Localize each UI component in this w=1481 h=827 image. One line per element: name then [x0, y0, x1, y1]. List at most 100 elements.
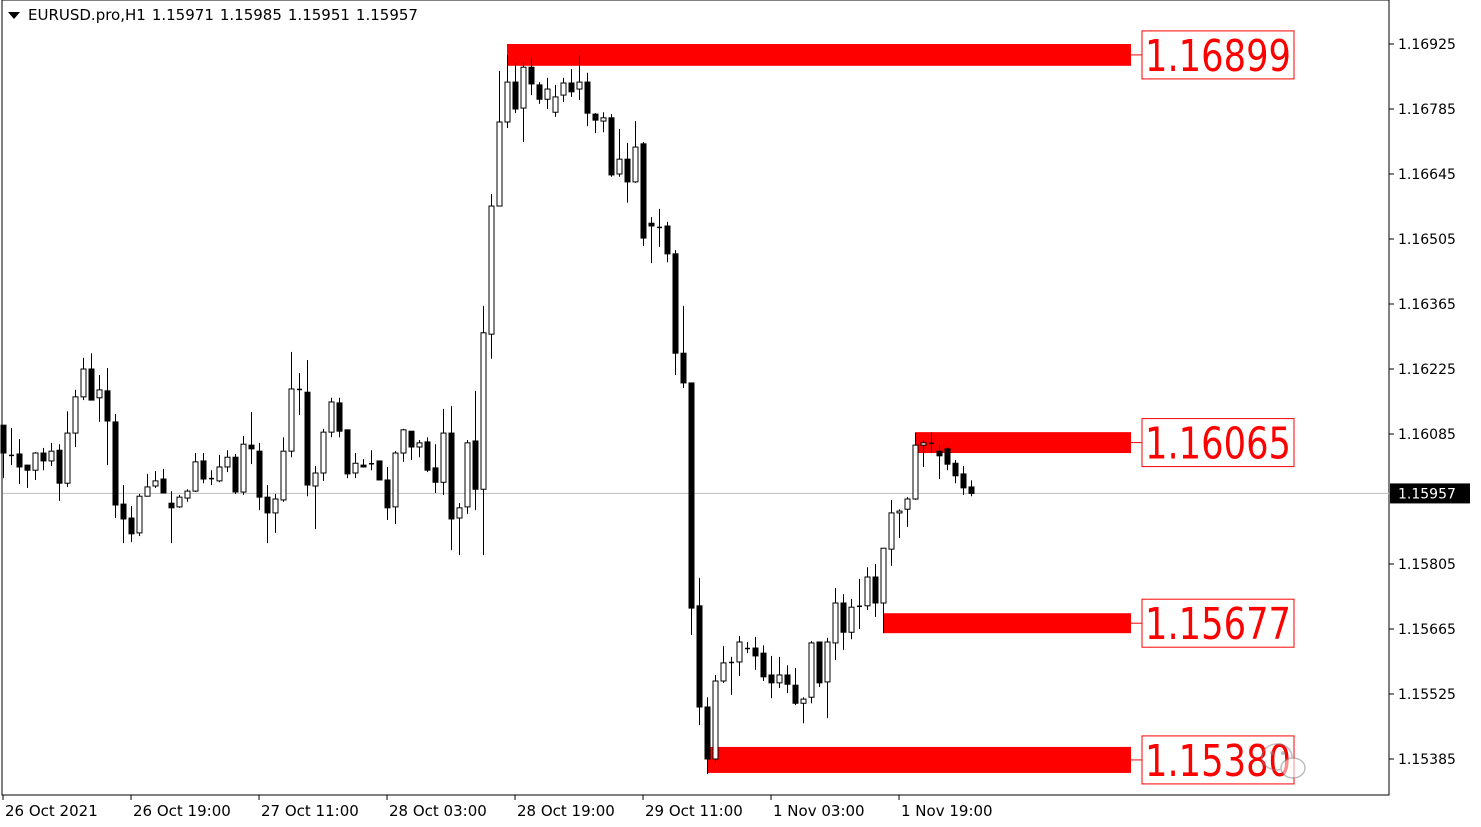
candle — [488, 193, 495, 359]
candle-body — [112, 421, 119, 506]
candle-body — [80, 368, 87, 398]
candle-body — [16, 453, 23, 468]
candle — [432, 444, 439, 493]
zone-label-box — [1141, 30, 1295, 80]
candle — [152, 471, 159, 488]
candle-body — [272, 498, 279, 514]
candle — [408, 430, 415, 460]
zone-rect — [507, 44, 1131, 66]
candle — [657, 208, 662, 247]
candle-body — [336, 402, 343, 432]
candle — [848, 598, 855, 640]
candle-body — [440, 432, 447, 483]
candle-body — [32, 452, 39, 471]
candle — [464, 440, 471, 514]
candle — [392, 451, 399, 525]
candle — [720, 646, 727, 683]
candle-body — [352, 462, 359, 474]
candle — [528, 57, 535, 96]
candle — [552, 84, 559, 117]
candle-body — [264, 496, 271, 514]
candle-body — [48, 450, 55, 462]
candle — [568, 69, 575, 97]
x-tick-label: 26 Oct 19:00 — [133, 802, 231, 820]
candle-body — [664, 225, 671, 255]
candle — [496, 70, 503, 207]
dropdown-triangle-icon[interactable] — [8, 11, 20, 19]
candle — [584, 72, 591, 127]
candle — [600, 112, 607, 133]
candle — [200, 453, 207, 484]
candle-body — [808, 642, 815, 698]
candle-body — [960, 473, 967, 489]
candle — [400, 428, 407, 462]
candle — [184, 489, 191, 502]
candle — [328, 397, 335, 438]
candle — [64, 411, 71, 487]
candle — [56, 444, 63, 501]
y-tick-label: 1.16785 — [1398, 102, 1456, 118]
candle-body — [600, 117, 607, 122]
x-tick-label: 26 Oct 2021 — [5, 802, 98, 820]
zone-label-box — [1141, 418, 1295, 468]
candle-body — [736, 641, 743, 663]
y-tick-label: 1.16225 — [1398, 362, 1456, 378]
zone-rect — [707, 746, 1131, 773]
zone-rect — [915, 432, 1131, 454]
candle-body — [536, 84, 543, 100]
candle — [120, 485, 127, 544]
candle — [16, 439, 23, 485]
candle — [544, 77, 551, 109]
candle — [448, 406, 455, 551]
candle — [576, 55, 583, 101]
candle — [288, 351, 295, 458]
candle — [369, 450, 374, 471]
x-tick-label: 1 Nov 03:00 — [773, 802, 865, 820]
candle — [280, 437, 287, 502]
candle — [760, 645, 767, 681]
candle-body — [912, 444, 919, 500]
candle-body — [696, 605, 703, 708]
candle-body — [776, 674, 783, 684]
candle-body — [616, 158, 623, 175]
candle-body — [464, 442, 471, 508]
candle-body — [472, 440, 479, 490]
candle — [88, 353, 95, 401]
x-tick-label: 29 Oct 11:00 — [645, 802, 743, 820]
candle — [416, 440, 423, 458]
candle — [752, 636, 759, 670]
zone-price-label: 1.15677 — [1145, 599, 1291, 650]
candle — [272, 493, 279, 533]
candle-body — [304, 391, 311, 486]
candle — [616, 128, 623, 177]
candle-body — [0, 424, 7, 454]
candle — [904, 497, 911, 527]
zone-price-label: 1.16065 — [1145, 419, 1291, 470]
y-tick-label: 1.16645 — [1398, 167, 1456, 183]
candle — [912, 433, 919, 500]
candle-body — [872, 576, 879, 604]
candle — [936, 445, 943, 480]
candle-body — [120, 503, 127, 520]
candle — [160, 468, 167, 494]
candle-body — [544, 88, 551, 100]
candle — [768, 655, 775, 699]
candle — [632, 121, 639, 183]
candle-body — [144, 486, 151, 497]
candle — [560, 77, 567, 103]
chart-header: EURUSD.pro,H1 1.15971 1.15985 1.15951 1.… — [8, 6, 418, 24]
zone-label-box — [1141, 735, 1295, 785]
y-tick-label: 1.15385 — [1398, 752, 1456, 768]
candle — [888, 499, 895, 566]
candle — [712, 674, 719, 763]
candle-body — [648, 222, 655, 227]
candle-body — [816, 641, 823, 684]
candle-body — [88, 368, 95, 401]
candle-body — [640, 143, 647, 239]
candle-body — [232, 456, 239, 493]
wechat-icon — [1261, 743, 1306, 779]
candle-body — [456, 507, 463, 519]
plot-area — [1, 0, 1390, 796]
candle — [456, 503, 463, 556]
